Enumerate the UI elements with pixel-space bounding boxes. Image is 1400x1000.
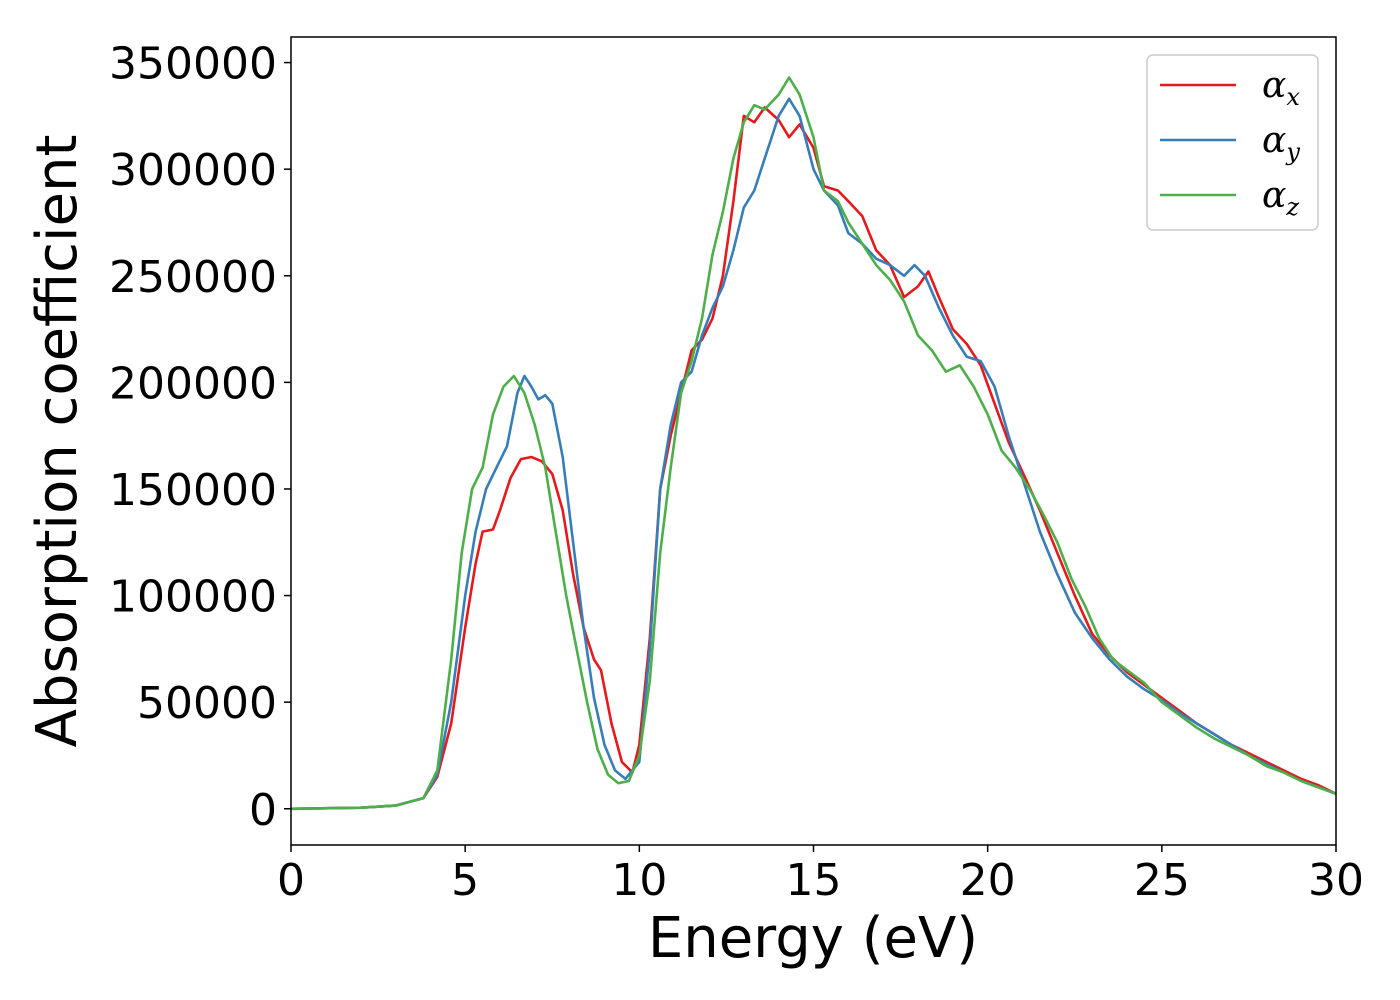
x-tick-label: 10 [611, 855, 667, 906]
legend: αx αy αz [1146, 54, 1319, 231]
legend-label-z: αz [1262, 175, 1299, 221]
x-axis-label: Energy (eV) [648, 906, 978, 971]
legend-label-x: αx [1262, 65, 1300, 111]
y-tick-label: 50000 [137, 678, 277, 729]
x-tick-label: 20 [960, 855, 1016, 906]
y-tick-label: 150000 [109, 465, 277, 516]
y-tick-label: 200000 [109, 358, 277, 409]
series-line-y [290, 97, 1337, 811]
y-tick-label: 300000 [109, 145, 277, 196]
x-tick-label: 0 [277, 855, 305, 906]
x-tick-label: 5 [451, 855, 479, 906]
y-tick-label: 0 [249, 785, 277, 836]
y-tick-label: 100000 [109, 572, 277, 623]
legend-label-y: αy [1262, 120, 1300, 166]
y-tick-label: 350000 [109, 39, 277, 90]
series-layer [290, 76, 1337, 811]
y-tick-label: 250000 [109, 252, 277, 303]
series-line-z [290, 76, 1337, 811]
y-axis-ticks: 0 50000 100000 150000 200000 250000 300000 3500… [109, 39, 291, 836]
x-axis-ticks: 0 5 10 15 20 25 30 [277, 845, 1364, 906]
x-tick-label: 30 [1308, 855, 1364, 906]
legend-box [1146, 54, 1319, 231]
x-tick-label: 25 [1134, 855, 1190, 906]
x-tick-label: 15 [786, 855, 842, 906]
y-axis-label: Absorption coefficient [25, 135, 90, 748]
